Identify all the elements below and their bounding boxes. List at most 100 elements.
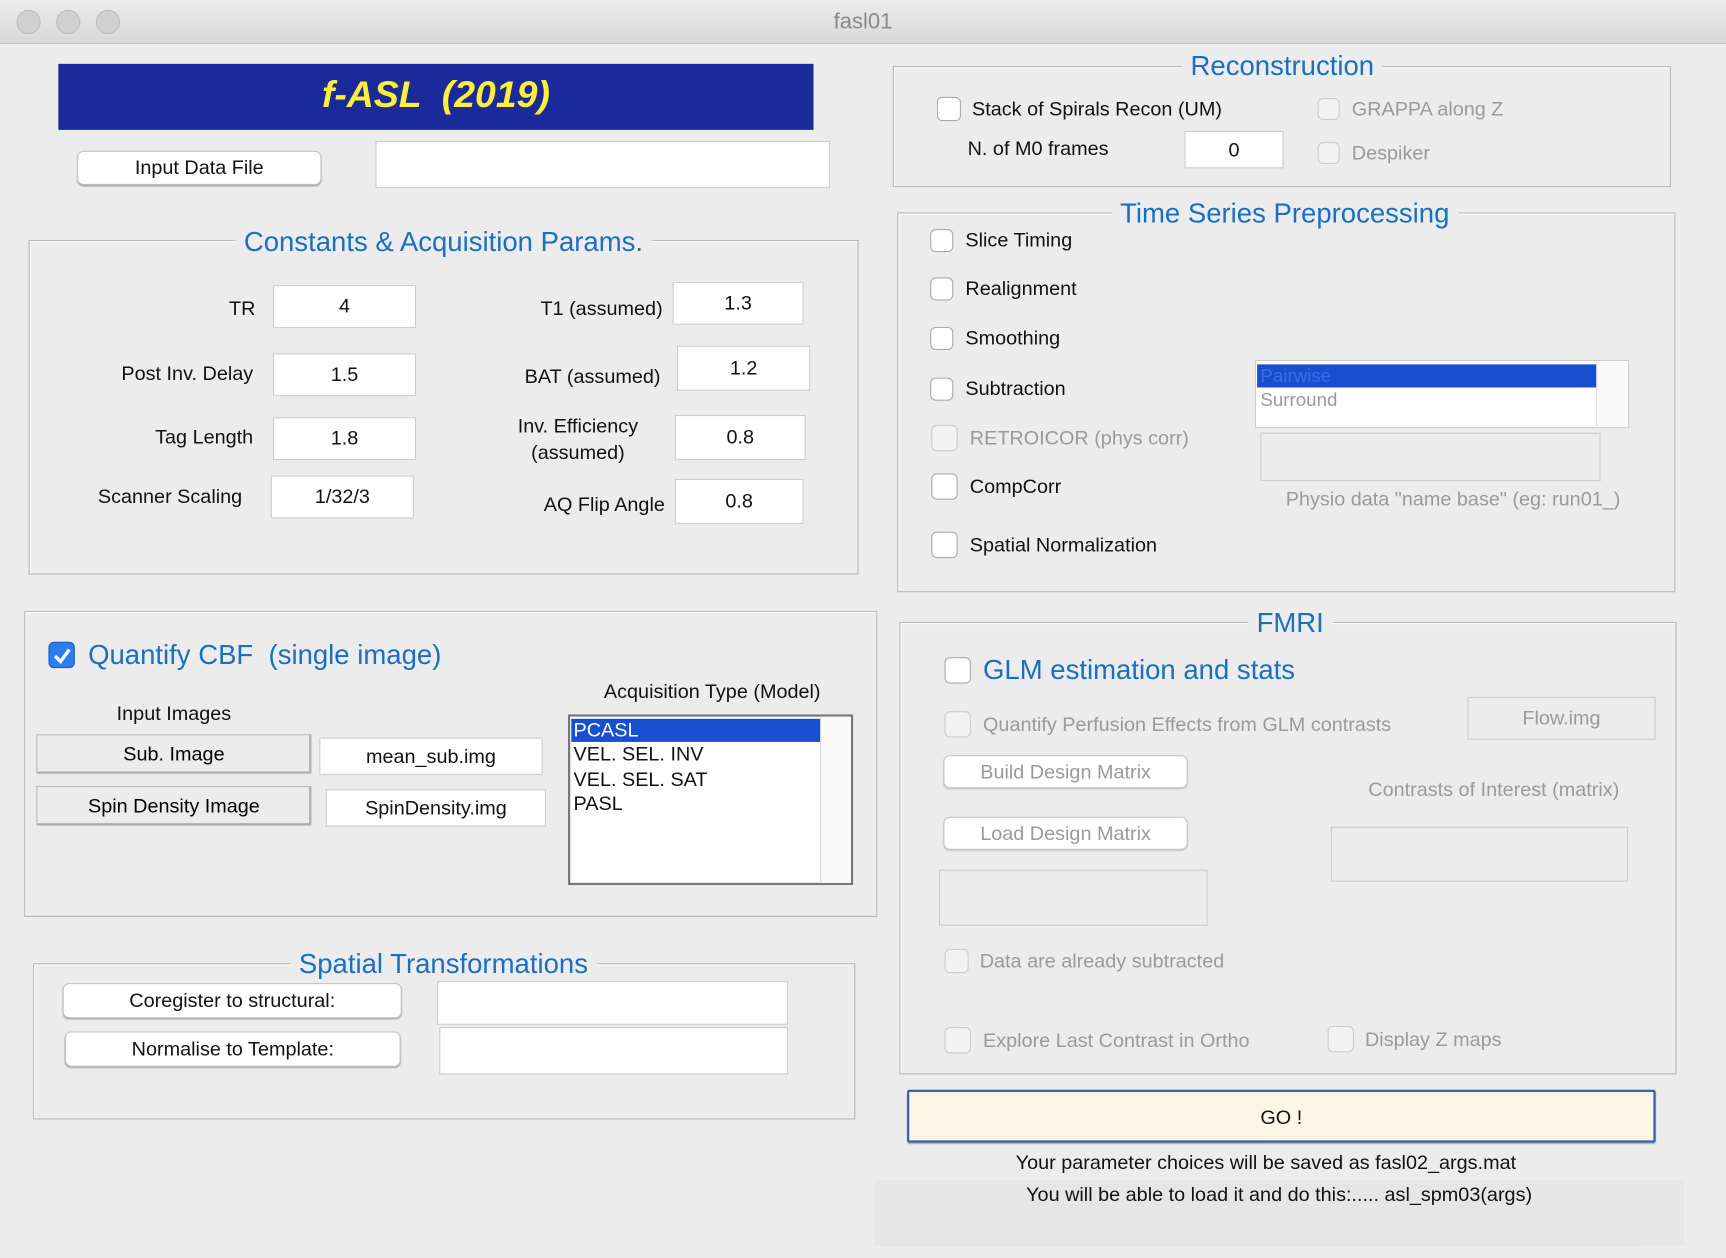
spatial-field[interactable] — [439, 1027, 789, 1075]
contrasts-label: Contrasts of Interest (matrix) — [1368, 778, 1620, 801]
list-item: VEL. SEL. INV — [573, 743, 704, 766]
contrasts-field — [1330, 826, 1629, 882]
m0-label: N. of M0 frames — [967, 137, 1109, 160]
param-label: AQ Flip Angle — [543, 493, 665, 516]
m0-field[interactable]: 0 — [1184, 130, 1284, 169]
input-file-button[interactable]: Input Data File — [77, 150, 322, 185]
checkbox[interactable] — [930, 326, 954, 350]
checkbox[interactable] — [930, 228, 954, 252]
spatial-field[interactable] — [437, 980, 789, 1025]
group-title: Spatial Transformations — [290, 947, 597, 981]
checkbox[interactable] — [930, 276, 954, 300]
spin-density-button[interactable]: Spin Density Image — [36, 785, 312, 826]
param-field[interactable]: 1.3 — [672, 281, 804, 325]
load-design-button: Load Design Matrix — [943, 816, 1188, 850]
checkbox-label: Data are already subtracted — [979, 949, 1225, 973]
sub-image-field[interactable]: mean_sub.img — [319, 737, 543, 775]
sub-image-button[interactable]: Sub. Image — [36, 734, 312, 774]
checkbox — [944, 1027, 971, 1054]
checkbox — [931, 424, 958, 452]
checkbox-label: Quantify Perfusion Effects from GLM cont… — [983, 713, 1392, 736]
param-field[interactable]: 1.8 — [272, 417, 417, 461]
param-field[interactable]: 4 — [272, 285, 417, 329]
spatial-button[interactable]: Normalise to Template: — [64, 1031, 401, 1067]
param-label: Inv. Efficiency (assumed) — [517, 415, 639, 464]
scrollbar — [820, 716, 851, 883]
checkbox[interactable] — [931, 473, 958, 500]
flow-button: Flow.img — [1467, 696, 1656, 740]
note: Your parameter choices will be saved as … — [1015, 1151, 1517, 1174]
list-item: PASL — [573, 792, 623, 815]
checkbox-label: Subtraction — [965, 377, 1066, 400]
param-label: Post Inv. Delay — [121, 362, 254, 385]
check-mark — [53, 648, 71, 665]
list-item: VEL. SEL. SAT — [573, 767, 708, 790]
build-design-button: Build Design Matrix — [943, 755, 1188, 789]
zoom-button[interactable] — [95, 9, 120, 35]
close-button[interactable] — [16, 9, 41, 35]
param-field[interactable]: 0.8 — [674, 478, 804, 524]
checkbox-label: Display Z maps — [1364, 1028, 1502, 1051]
design-field — [938, 869, 1208, 926]
checkbox-label: Smoothing — [965, 326, 1061, 349]
checkbox-label: RETROICOR (phys corr) — [969, 427, 1189, 450]
selected-row — [571, 718, 821, 742]
go-button[interactable]: GO ! — [907, 1089, 1656, 1143]
group-title: Time Series Preprocessing — [1111, 197, 1459, 231]
checkbox-label: Realignment — [965, 277, 1077, 300]
physio-field — [1260, 432, 1601, 482]
notes-box — [875, 1180, 1685, 1247]
title-bar — [0, 0, 1726, 45]
input-images-label: Input Images — [116, 702, 232, 725]
group-title: FMRI — [1247, 606, 1333, 640]
minimize-button[interactable] — [56, 9, 81, 35]
banner-title: f-ASL (2019) — [321, 73, 550, 116]
param-field[interactable]: 1/32/3 — [270, 475, 414, 519]
checkbox — [944, 711, 971, 738]
param-field[interactable]: 0.8 — [674, 415, 806, 461]
checkbox — [1317, 97, 1340, 120]
checkbox-label: Despiker — [1351, 142, 1430, 165]
checkbox[interactable] — [930, 377, 954, 401]
physio-label: Physio data "name base" (eg: run01_) — [1285, 487, 1621, 510]
group-title: Constants & Acquisition Params. — [235, 225, 652, 259]
window-title: fasl01 — [833, 9, 893, 35]
list-item: PCASL — [573, 718, 639, 741]
scrollbar — [1596, 362, 1627, 427]
selected-row — [1257, 364, 1597, 388]
checkbox[interactable] — [48, 641, 75, 669]
checkbox-label: GRAPPA along Z — [1351, 97, 1504, 120]
param-field[interactable]: 1.2 — [676, 345, 811, 391]
group-box — [892, 66, 1672, 188]
param-label: Scanner Scaling — [97, 485, 243, 508]
param-label: TR — [228, 297, 256, 320]
param-label: T1 (assumed) — [540, 297, 663, 320]
checkbox[interactable] — [936, 96, 961, 122]
param-label: Tag Length — [155, 426, 254, 449]
input-file-field[interactable] — [375, 140, 831, 189]
checkbox-label: Stack of Spirals Recon (UM) — [972, 97, 1222, 120]
param-label: BAT (assumed) — [524, 365, 661, 388]
list-item: Surround — [1260, 389, 1338, 411]
checkbox[interactable] — [944, 657, 971, 684]
checkbox-label: Explore Last Contrast in Ortho — [983, 1029, 1250, 1052]
param-field[interactable]: 1.5 — [272, 353, 417, 397]
listbox[interactable] — [568, 714, 854, 886]
group-title: Reconstruction — [1181, 49, 1383, 83]
group-box — [24, 610, 878, 917]
checkbox-label: Quantify CBF (single image) — [88, 639, 442, 671]
checkbox-label: CompCorr — [969, 475, 1062, 498]
checkbox — [944, 948, 969, 974]
checkbox[interactable] — [931, 531, 958, 559]
checkbox — [1317, 142, 1340, 165]
list-item: Pairwise — [1260, 365, 1332, 387]
checkbox-label: Spatial Normalization — [969, 533, 1158, 556]
spin-density-field[interactable]: SpinDensity.img — [325, 789, 546, 827]
checkbox — [1327, 1025, 1354, 1053]
spatial-button[interactable]: Coregister to structural: — [62, 983, 402, 1019]
banner-box — [58, 63, 814, 130]
note: You will be able to load it and do this:… — [1026, 1183, 1533, 1206]
checkbox-label: Slice Timing — [965, 228, 1073, 251]
checkbox-label: GLM estimation and stats — [983, 654, 1296, 686]
